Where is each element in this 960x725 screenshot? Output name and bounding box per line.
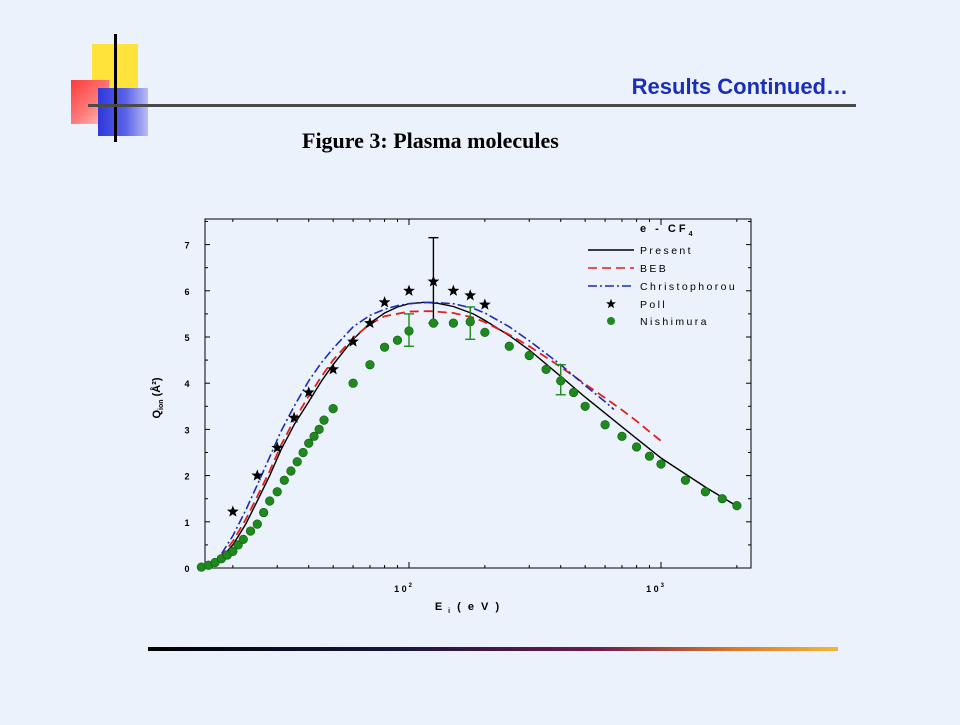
- nishimura-point: [292, 457, 302, 467]
- nishimura-point: [700, 487, 710, 497]
- poll-star-point: [302, 386, 315, 398]
- poll-star-point: [478, 298, 491, 310]
- slide-title: Results Continued…: [631, 74, 848, 99]
- nishimura-point: [252, 519, 262, 529]
- y-tick-label: 6: [184, 287, 189, 297]
- nishimura-point: [569, 387, 579, 398]
- nishimura-point: [600, 420, 610, 430]
- x-axis-title-unit: ( e V ): [452, 601, 501, 613]
- nishimura-point: [314, 424, 324, 435]
- nishimura-point: [265, 496, 275, 506]
- plot-frame: [204, 218, 752, 569]
- y-tick-label: 0: [184, 564, 189, 574]
- poll-star-point: [226, 505, 239, 517]
- nishimura-point: [428, 318, 439, 328]
- poll-star-point: [251, 469, 264, 481]
- y-tick-label: 7: [184, 241, 189, 251]
- y-axis-title-unit: (Å²): [150, 377, 163, 399]
- figure-caption: Figure 3: Plasma molecules: [302, 128, 559, 153]
- nishimura-point: [580, 401, 590, 411]
- legend-title-subscript: 4: [689, 231, 696, 238]
- nishimura-point: [448, 318, 458, 328]
- nishimura-point: [656, 459, 666, 469]
- nishimura-point: [365, 360, 375, 370]
- legend-label-present: Present: [640, 245, 693, 257]
- legend-label-beb: BEB: [640, 263, 668, 275]
- y-tick-label: 3: [184, 425, 189, 435]
- poll-star-point: [364, 316, 376, 329]
- x-axis-title-subscript: i: [444, 608, 452, 615]
- decor-blue-square: [98, 88, 148, 136]
- y-tick-label: 5: [184, 333, 189, 343]
- nishimura-point: [238, 534, 248, 544]
- legend: e - CF4 Present BEB Christophorou Poll Nishim…: [588, 223, 737, 328]
- nishimura-point: [524, 350, 534, 361]
- legend-label-poll: Poll: [640, 299, 667, 311]
- decor-vertical-line: [114, 34, 117, 142]
- bottom-gradient-line: [148, 647, 838, 651]
- nishimura-point: [717, 494, 727, 504]
- legend-swatch-nishimura: [607, 317, 615, 325]
- nishimura-point: [631, 442, 642, 452]
- y-axis-title-subscript: ion: [158, 399, 165, 410]
- poll-star-point: [288, 411, 300, 423]
- nishimura-point: [617, 431, 627, 441]
- legend-label-nishimura: Nishimura: [640, 316, 709, 328]
- poll-star-point: [347, 335, 359, 347]
- legend-swatch-poll: [606, 298, 616, 309]
- nishimura-point: [319, 415, 329, 425]
- title-underline: [88, 104, 856, 107]
- y-axis-title: Qion (Å²): [150, 377, 165, 418]
- poll-star-point: [427, 275, 440, 287]
- poll-star-point: [327, 363, 340, 375]
- nishimura-point: [304, 438, 314, 448]
- nishimura-point: [480, 327, 490, 337]
- nishimura-point: [348, 378, 358, 388]
- series-line-beb: [207, 310, 662, 566]
- x-tick-label-exponent: 3: [661, 583, 665, 589]
- nishimura-point: [680, 475, 691, 485]
- poll-star-point: [403, 284, 415, 296]
- nishimura-point: [328, 404, 338, 414]
- y-tick-label: 1: [184, 518, 189, 528]
- legend-label-christophorou: Christophorou: [640, 281, 737, 293]
- nishimura-point: [392, 335, 403, 345]
- data-series: [196, 236, 742, 572]
- nishimura-point: [272, 487, 282, 497]
- poll-star-point: [271, 441, 284, 453]
- legend-title: e - CF4: [640, 223, 695, 238]
- nishimura-point: [259, 507, 269, 518]
- y-tick-label: 4: [184, 379, 189, 389]
- y-tick-labels: 0 1 2 3 4 5 6 7: [184, 241, 189, 574]
- x-tick-label-exponent: 2: [409, 583, 413, 589]
- poll-star-point: [464, 289, 477, 301]
- nishimura-point: [379, 342, 390, 352]
- nishimura-point: [279, 475, 289, 485]
- y-tick-label: 2: [184, 472, 189, 482]
- nishimura-point: [298, 447, 308, 458]
- nishimura-point: [504, 341, 514, 351]
- poll-star-point: [378, 296, 391, 308]
- poll-star-point: [447, 284, 460, 296]
- nishimura-point: [541, 364, 551, 374]
- nishimura-point: [286, 466, 296, 476]
- axis-titles: E i ( e V ) Qion (Å²): [150, 377, 501, 615]
- nishimura-point: [309, 431, 319, 441]
- nishimura-point: [245, 526, 256, 536]
- x-axis-title: E i ( e V ): [435, 601, 501, 615]
- nishimura-point: [732, 501, 742, 511]
- nishimura-point: [228, 546, 238, 556]
- nishimura-point: [644, 451, 655, 461]
- axis-ticks: [205, 219, 751, 569]
- series-line-christophorou: [207, 301, 615, 565]
